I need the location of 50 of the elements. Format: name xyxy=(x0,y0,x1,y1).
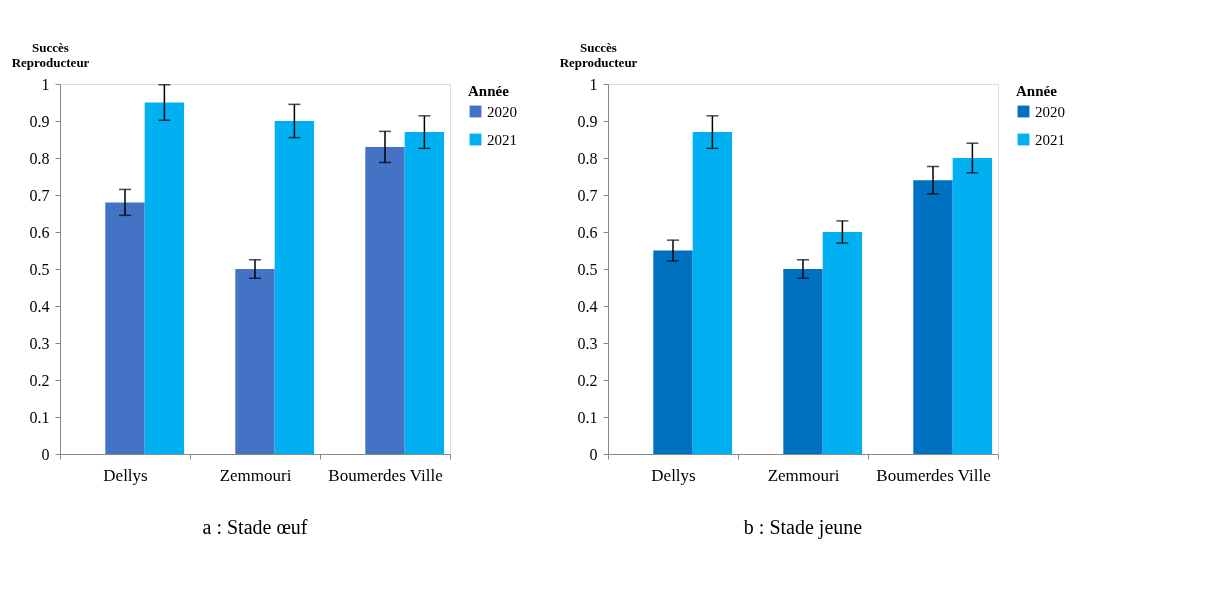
y-tick-label: 0.3 xyxy=(577,334,598,352)
legend-label: 2021 xyxy=(1035,131,1065,148)
y-tick-label: 0.8 xyxy=(29,149,50,167)
y-axis-title: Succès Reproducteur xyxy=(11,39,90,70)
bar xyxy=(653,250,693,454)
bar xyxy=(274,121,315,454)
bar xyxy=(822,232,863,454)
y-tick-label: 0.3 xyxy=(29,334,50,352)
bar xyxy=(692,132,733,454)
x-tick-label: Zemmouri xyxy=(767,465,840,485)
bar xyxy=(365,146,405,454)
y-tick-label: 0.1 xyxy=(577,408,598,426)
legend-label: 2020 xyxy=(1035,103,1065,120)
y-tick-label: 0 xyxy=(589,445,598,463)
y-tick-label: 0.6 xyxy=(577,223,598,241)
y-tick-label: 0.1 xyxy=(29,408,50,426)
y-tick-label: 0.9 xyxy=(29,112,50,130)
y-tick-label: 0.2 xyxy=(29,371,50,389)
bar xyxy=(144,102,185,454)
y-tick-label: 0.5 xyxy=(577,260,598,278)
legend-title: Année xyxy=(468,83,510,99)
legend-label: 2021 xyxy=(487,131,517,148)
x-tick-label: Boumerdes Ville xyxy=(876,465,991,485)
y-tick-label: 0.4 xyxy=(29,297,50,315)
text: b : Stade jeune xyxy=(743,516,863,539)
y-tick-label: 1 xyxy=(589,75,598,93)
legend-label: 2020 xyxy=(487,103,517,120)
x-tick-label: Dellys xyxy=(103,465,148,485)
y-tick-label: 0.6 xyxy=(29,223,50,241)
legend-title: Année xyxy=(1016,83,1058,99)
y-tick-label: 0.5 xyxy=(29,260,50,278)
y-tick-label: 0 xyxy=(41,445,50,463)
bar xyxy=(913,180,953,454)
y-tick-label: 0.8 xyxy=(577,149,598,167)
y-tick-label: 1 xyxy=(41,75,50,93)
x-tick-label: Boumerdes Ville xyxy=(328,465,443,485)
y-tick-label: 0.2 xyxy=(577,371,598,389)
y-tick-label: 0.7 xyxy=(577,186,598,204)
x-tick-label: Zemmouri xyxy=(219,465,292,485)
y-tick-label: 0.4 xyxy=(577,297,598,315)
bar xyxy=(404,132,445,454)
x-tick-label: Dellys xyxy=(651,465,696,485)
y-tick-label: 0.9 xyxy=(577,112,598,130)
bar xyxy=(952,158,993,454)
bar xyxy=(783,269,823,454)
bar xyxy=(235,269,275,454)
bar xyxy=(105,202,145,454)
text: a : Stade œuf xyxy=(202,516,308,538)
y-axis-title: Succès Reproducteur xyxy=(559,39,638,70)
y-tick-label: 0.7 xyxy=(29,186,50,204)
